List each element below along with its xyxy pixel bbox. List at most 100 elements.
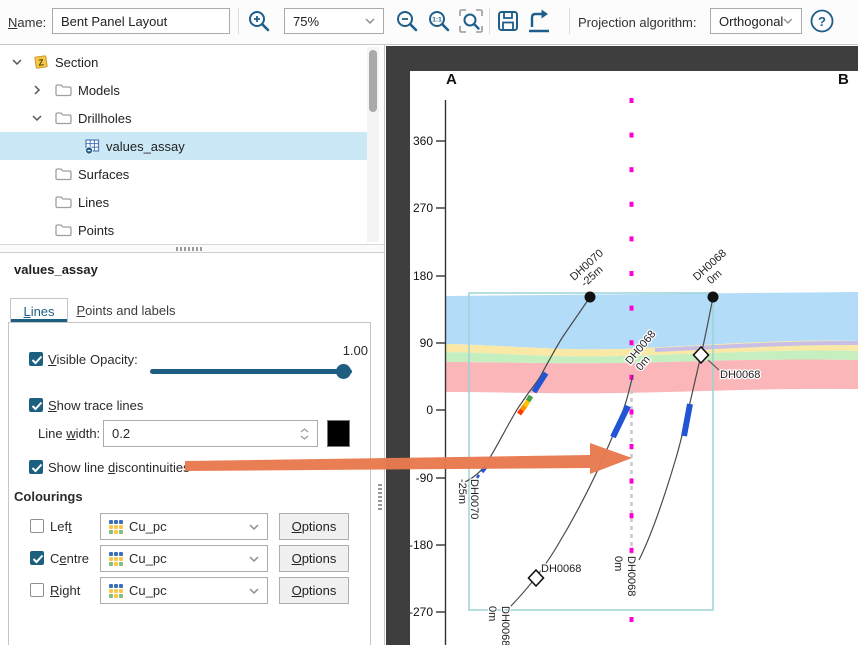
zoom-level-select[interactable]: 75%	[284, 8, 384, 34]
folder-icon	[55, 167, 72, 181]
opacity-slider-thumb[interactable]	[336, 364, 351, 379]
export-icon[interactable]	[525, 7, 553, 35]
zoom-one-to-one-icon[interactable]: 1:1	[425, 7, 453, 35]
chevron-down-icon[interactable]	[10, 55, 24, 69]
projection-algorithm-label: Projection algorithm:	[578, 14, 697, 31]
zoom-to-fit-icon[interactable]	[457, 7, 485, 35]
right-colouring-select[interactable]: Cu_pc	[100, 577, 268, 604]
tree-item-label: Models	[78, 83, 120, 98]
collar-marker-dh0068	[708, 292, 719, 303]
toolbar-separator	[569, 8, 570, 34]
section-corner-b: B	[838, 71, 849, 88]
tree-item-label: Lines	[78, 195, 109, 210]
chevron-right-icon[interactable]	[30, 83, 44, 97]
spinner-buttons[interactable]	[300, 428, 309, 440]
opacity-label: Opacity:	[90, 352, 138, 367]
horizontal-splitter[interactable]	[0, 244, 384, 252]
interval-green	[528, 396, 531, 401]
opacity-slider[interactable]	[150, 369, 352, 374]
colourmap-icon	[109, 584, 123, 598]
section-canvas[interactable]: A B 360 270 180 90 0 -90 -180	[410, 71, 858, 645]
name-label: Name:	[8, 14, 46, 31]
section-view-frame-left	[386, 46, 410, 645]
tree-item-lines[interactable]: Lines	[0, 188, 368, 216]
toolbar: Name: 75% 1:1 Projection a	[0, 0, 858, 45]
svg-text:?: ?	[818, 14, 826, 29]
centre-options-button[interactable]: Options	[279, 545, 349, 572]
chevron-down-icon[interactable]	[30, 111, 44, 125]
help-icon[interactable]: ?	[808, 7, 836, 35]
projection-algorithm-value: Orthogonal	[719, 14, 783, 29]
tree-item-points[interactable]: Points	[0, 216, 368, 244]
trace-end-label-name: DH0068	[499, 606, 511, 645]
centre-colouring-select[interactable]: Cu_pc	[100, 545, 268, 572]
line-width-value: 0.2	[112, 426, 130, 441]
splitter-grip	[176, 247, 202, 251]
button-label: Options	[292, 551, 337, 566]
zoom-level-value: 75%	[293, 14, 319, 29]
chevron-down-icon	[249, 588, 259, 594]
zoom-out-icon[interactable]	[393, 7, 421, 35]
interval-orange	[522, 406, 525, 410]
interval-blue	[684, 404, 690, 436]
right-colouring-label: Right	[50, 583, 80, 598]
spinner-up-icon[interactable]	[300, 428, 309, 433]
line-colour-swatch[interactable]	[327, 420, 350, 447]
projection-algorithm-select[interactable]: Orthogonal	[710, 8, 802, 34]
tree-item-surfaces[interactable]: Surfaces	[0, 160, 368, 188]
centre-colouring-checkbox[interactable]	[30, 551, 44, 565]
name-input[interactable]	[52, 8, 230, 34]
panel-divider	[384, 45, 385, 645]
right-colouring-checkbox[interactable]	[30, 583, 44, 597]
folder-icon	[55, 223, 72, 237]
tree-item-drillholes[interactable]: Drillholes	[0, 104, 368, 132]
tree-item-section[interactable]: Z Section	[0, 48, 368, 76]
visible-checkbox[interactable]	[29, 352, 43, 366]
tick-label: 360	[413, 134, 433, 148]
assay-table-icon	[84, 138, 101, 155]
folder-icon	[55, 111, 72, 125]
tick-label: -90	[416, 471, 434, 485]
tab-lines[interactable]: Lines	[10, 298, 68, 323]
collar-marker-dh0070	[585, 292, 596, 303]
show-line-discontinuities-checkbox[interactable]	[29, 460, 43, 474]
vertical-splitter[interactable]	[378, 484, 382, 510]
tree-item-models[interactable]: Models	[0, 76, 368, 104]
tick-label: -180	[410, 538, 433, 552]
left-colouring-checkbox[interactable]	[30, 519, 44, 533]
tick-label: 180	[413, 269, 433, 283]
left-colouring-select[interactable]: Cu_pc	[100, 513, 268, 540]
show-trace-lines-checkbox[interactable]	[29, 398, 43, 412]
save-icon[interactable]	[494, 7, 522, 35]
chevron-down-icon	[249, 524, 259, 530]
interval-blue	[613, 406, 628, 437]
interval-blue-small	[477, 475, 479, 478]
tree-item-label: values_assay	[106, 139, 185, 154]
trace-end-label-offset: 0m	[486, 606, 498, 621]
section-corner-a: A	[446, 71, 457, 88]
tree-scrollbar-thumb[interactable]	[369, 50, 377, 112]
left-options-button[interactable]: Options	[279, 513, 349, 540]
spinner-down-icon[interactable]	[300, 435, 309, 440]
tree-item-values-assay[interactable]: values_assay	[0, 132, 368, 160]
interval-red	[519, 410, 522, 414]
tab-points-and-labels[interactable]: Points and labels	[68, 298, 184, 323]
colouring-value: Cu_pc	[129, 519, 167, 534]
tick-label: -270	[410, 605, 433, 619]
chevron-down-icon	[249, 556, 259, 562]
band-pink	[446, 359, 858, 393]
section-view-frame-top	[386, 46, 858, 71]
zoom-in-icon[interactable]	[245, 7, 273, 35]
colouring-value: Cu_pc	[129, 583, 167, 598]
centre-colouring-label: Centre	[50, 551, 89, 566]
elevation-axis-labels: 360 270 180 90 0 -90 -180 -270	[410, 134, 433, 619]
line-width-spinbox[interactable]: 0.2	[103, 420, 318, 447]
tick-label: 90	[420, 336, 434, 350]
toolbar-separator	[489, 8, 490, 34]
tree-item-label: Section	[55, 55, 98, 70]
right-options-button[interactable]: Options	[279, 577, 349, 604]
folder-icon	[55, 83, 72, 97]
trace-end-label-name: DH0068	[625, 556, 637, 596]
colourmap-icon	[109, 552, 123, 566]
properties-panel: values_assay Lines Points and labels 1.0…	[0, 252, 384, 645]
